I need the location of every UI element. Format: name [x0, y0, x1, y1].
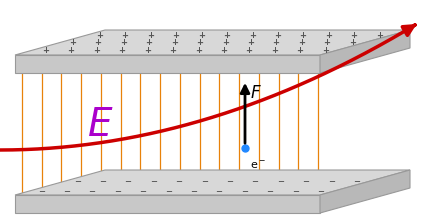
Text: +: +	[144, 45, 151, 54]
Text: +: +	[223, 30, 230, 39]
Text: +: +	[198, 30, 205, 39]
Polygon shape	[320, 170, 410, 213]
Text: −: −	[241, 187, 248, 196]
Text: −: −	[226, 177, 233, 186]
Text: +: +	[122, 30, 129, 39]
Text: +: +	[146, 38, 152, 47]
Text: +: +	[271, 45, 278, 54]
Polygon shape	[320, 30, 410, 73]
Text: +: +	[273, 38, 279, 47]
Text: −: −	[175, 177, 182, 186]
Text: −: −	[277, 177, 284, 186]
Text: +: +	[42, 45, 49, 54]
Text: −: −	[125, 177, 131, 186]
Text: −: −	[38, 187, 45, 196]
Text: +: +	[69, 38, 76, 47]
Text: +: +	[300, 30, 306, 39]
Text: +: +	[274, 30, 281, 39]
Text: +: +	[325, 30, 332, 39]
Text: +: +	[376, 30, 383, 39]
Text: −: −	[150, 177, 157, 186]
Text: e$^-$: e$^-$	[250, 160, 266, 171]
Text: +: +	[95, 38, 101, 47]
Text: +: +	[249, 30, 256, 39]
Text: +: +	[172, 30, 179, 39]
Text: +: +	[195, 45, 202, 54]
Text: +: +	[169, 45, 176, 54]
Text: −: −	[201, 177, 208, 186]
Text: +: +	[93, 45, 100, 54]
Text: −: −	[74, 177, 81, 186]
Polygon shape	[15, 195, 320, 213]
Text: −: −	[99, 177, 106, 186]
Text: −: −	[89, 187, 95, 196]
Text: +: +	[222, 38, 229, 47]
Text: −: −	[303, 177, 309, 186]
Text: +: +	[68, 45, 74, 54]
Text: −: −	[328, 177, 335, 186]
Text: +: +	[120, 38, 127, 47]
Text: −: −	[292, 187, 299, 196]
Text: −: −	[190, 187, 197, 196]
Text: −: −	[267, 187, 273, 196]
Text: −: −	[216, 187, 223, 196]
Text: +: +	[351, 30, 357, 39]
Text: $E$: $E$	[87, 106, 113, 144]
Text: −: −	[165, 187, 172, 196]
Text: −: −	[140, 187, 146, 196]
Text: +: +	[322, 45, 329, 54]
Text: +: +	[119, 45, 125, 54]
Polygon shape	[15, 30, 410, 55]
Text: +: +	[147, 30, 154, 39]
Text: −: −	[63, 187, 70, 196]
Text: +: +	[196, 38, 203, 47]
Polygon shape	[15, 55, 320, 73]
Text: +: +	[171, 38, 178, 47]
Text: +: +	[324, 38, 330, 47]
Text: $F$: $F$	[250, 84, 262, 102]
Text: +: +	[349, 38, 356, 47]
Text: +: +	[246, 45, 253, 54]
Text: −: −	[317, 187, 324, 196]
Text: −: −	[252, 177, 259, 186]
Text: +: +	[298, 38, 305, 47]
Text: +: +	[247, 38, 254, 47]
Text: +: +	[96, 30, 103, 39]
Text: +: +	[220, 45, 227, 54]
Text: −: −	[353, 177, 360, 186]
Polygon shape	[15, 170, 410, 195]
Text: +: +	[296, 45, 303, 54]
Text: −: −	[114, 187, 121, 196]
